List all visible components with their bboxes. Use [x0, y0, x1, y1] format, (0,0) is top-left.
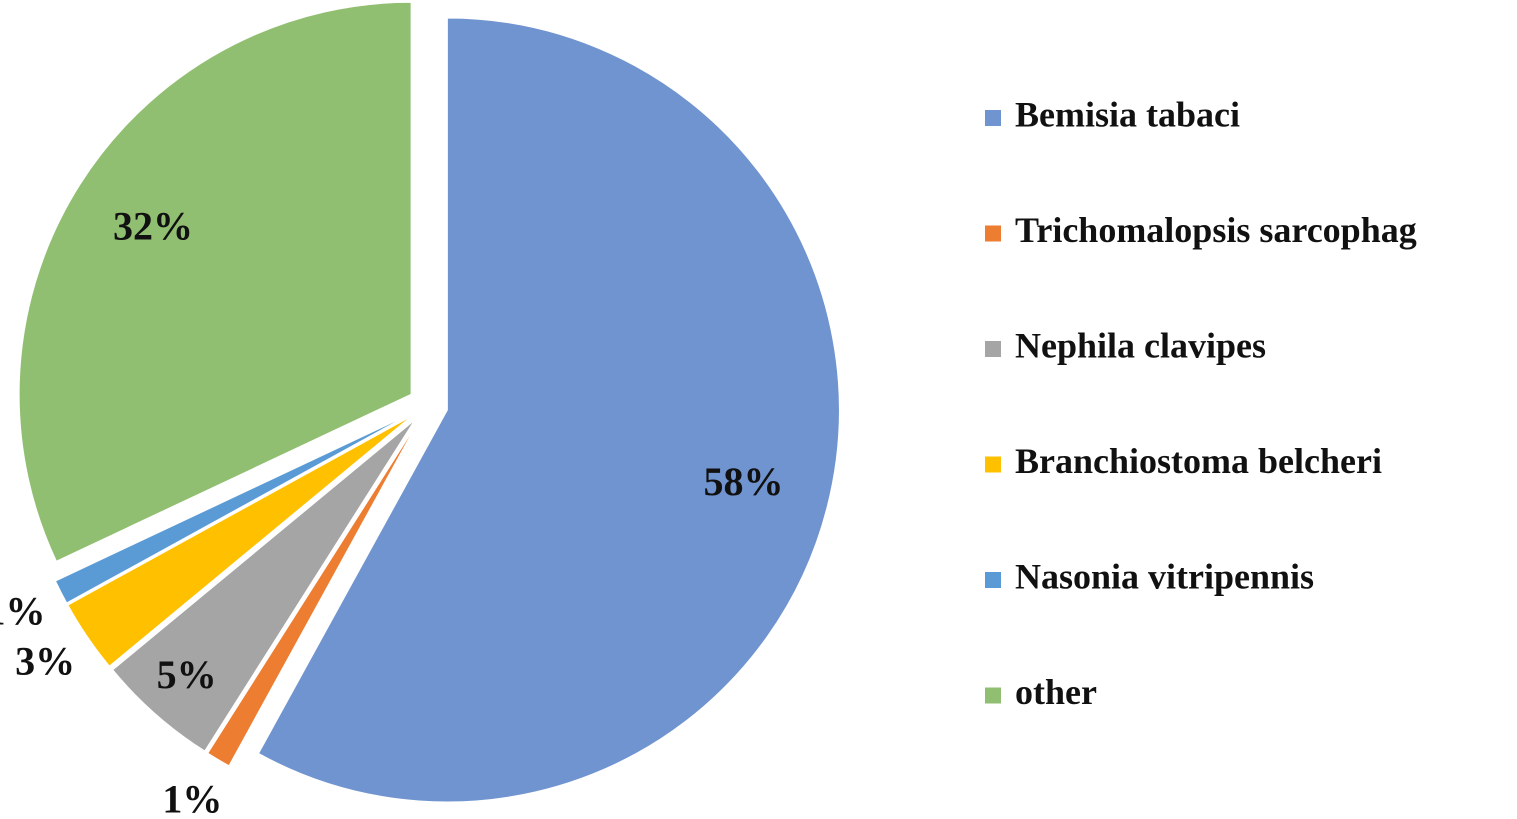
data-label: 58%: [704, 459, 784, 504]
legend-swatch: [985, 687, 1001, 704]
legend-label: other: [1015, 672, 1097, 712]
legend-label: Branchiostoma belcheri: [1015, 441, 1382, 481]
legend-label: Nasonia vitripennis: [1015, 556, 1314, 596]
pie-slice: [18, 1, 412, 562]
pie-slice: [257, 17, 840, 803]
legend-swatch: [985, 456, 1001, 473]
legend-label: Nephila clavipes: [1015, 325, 1266, 365]
pie-slice: [67, 415, 412, 667]
data-label: 5%: [157, 652, 217, 697]
pie-slice: [54, 413, 411, 604]
legend-swatch: [985, 110, 1001, 126]
legend-swatch: [985, 341, 1001, 357]
pie-slice: [112, 419, 416, 752]
data-label: 3%: [15, 638, 75, 683]
data-label: 32%: [113, 204, 193, 249]
legend-swatch: [985, 572, 1001, 588]
legend-swatch: [985, 225, 1001, 242]
pie-slice: [207, 421, 419, 767]
legend-label: Bemisia tabaci: [1015, 94, 1240, 134]
data-label: 1%: [162, 777, 222, 819]
data-label: 1%: [0, 588, 45, 633]
legend-label: Trichomalopsis sarcophag: [1015, 210, 1417, 250]
